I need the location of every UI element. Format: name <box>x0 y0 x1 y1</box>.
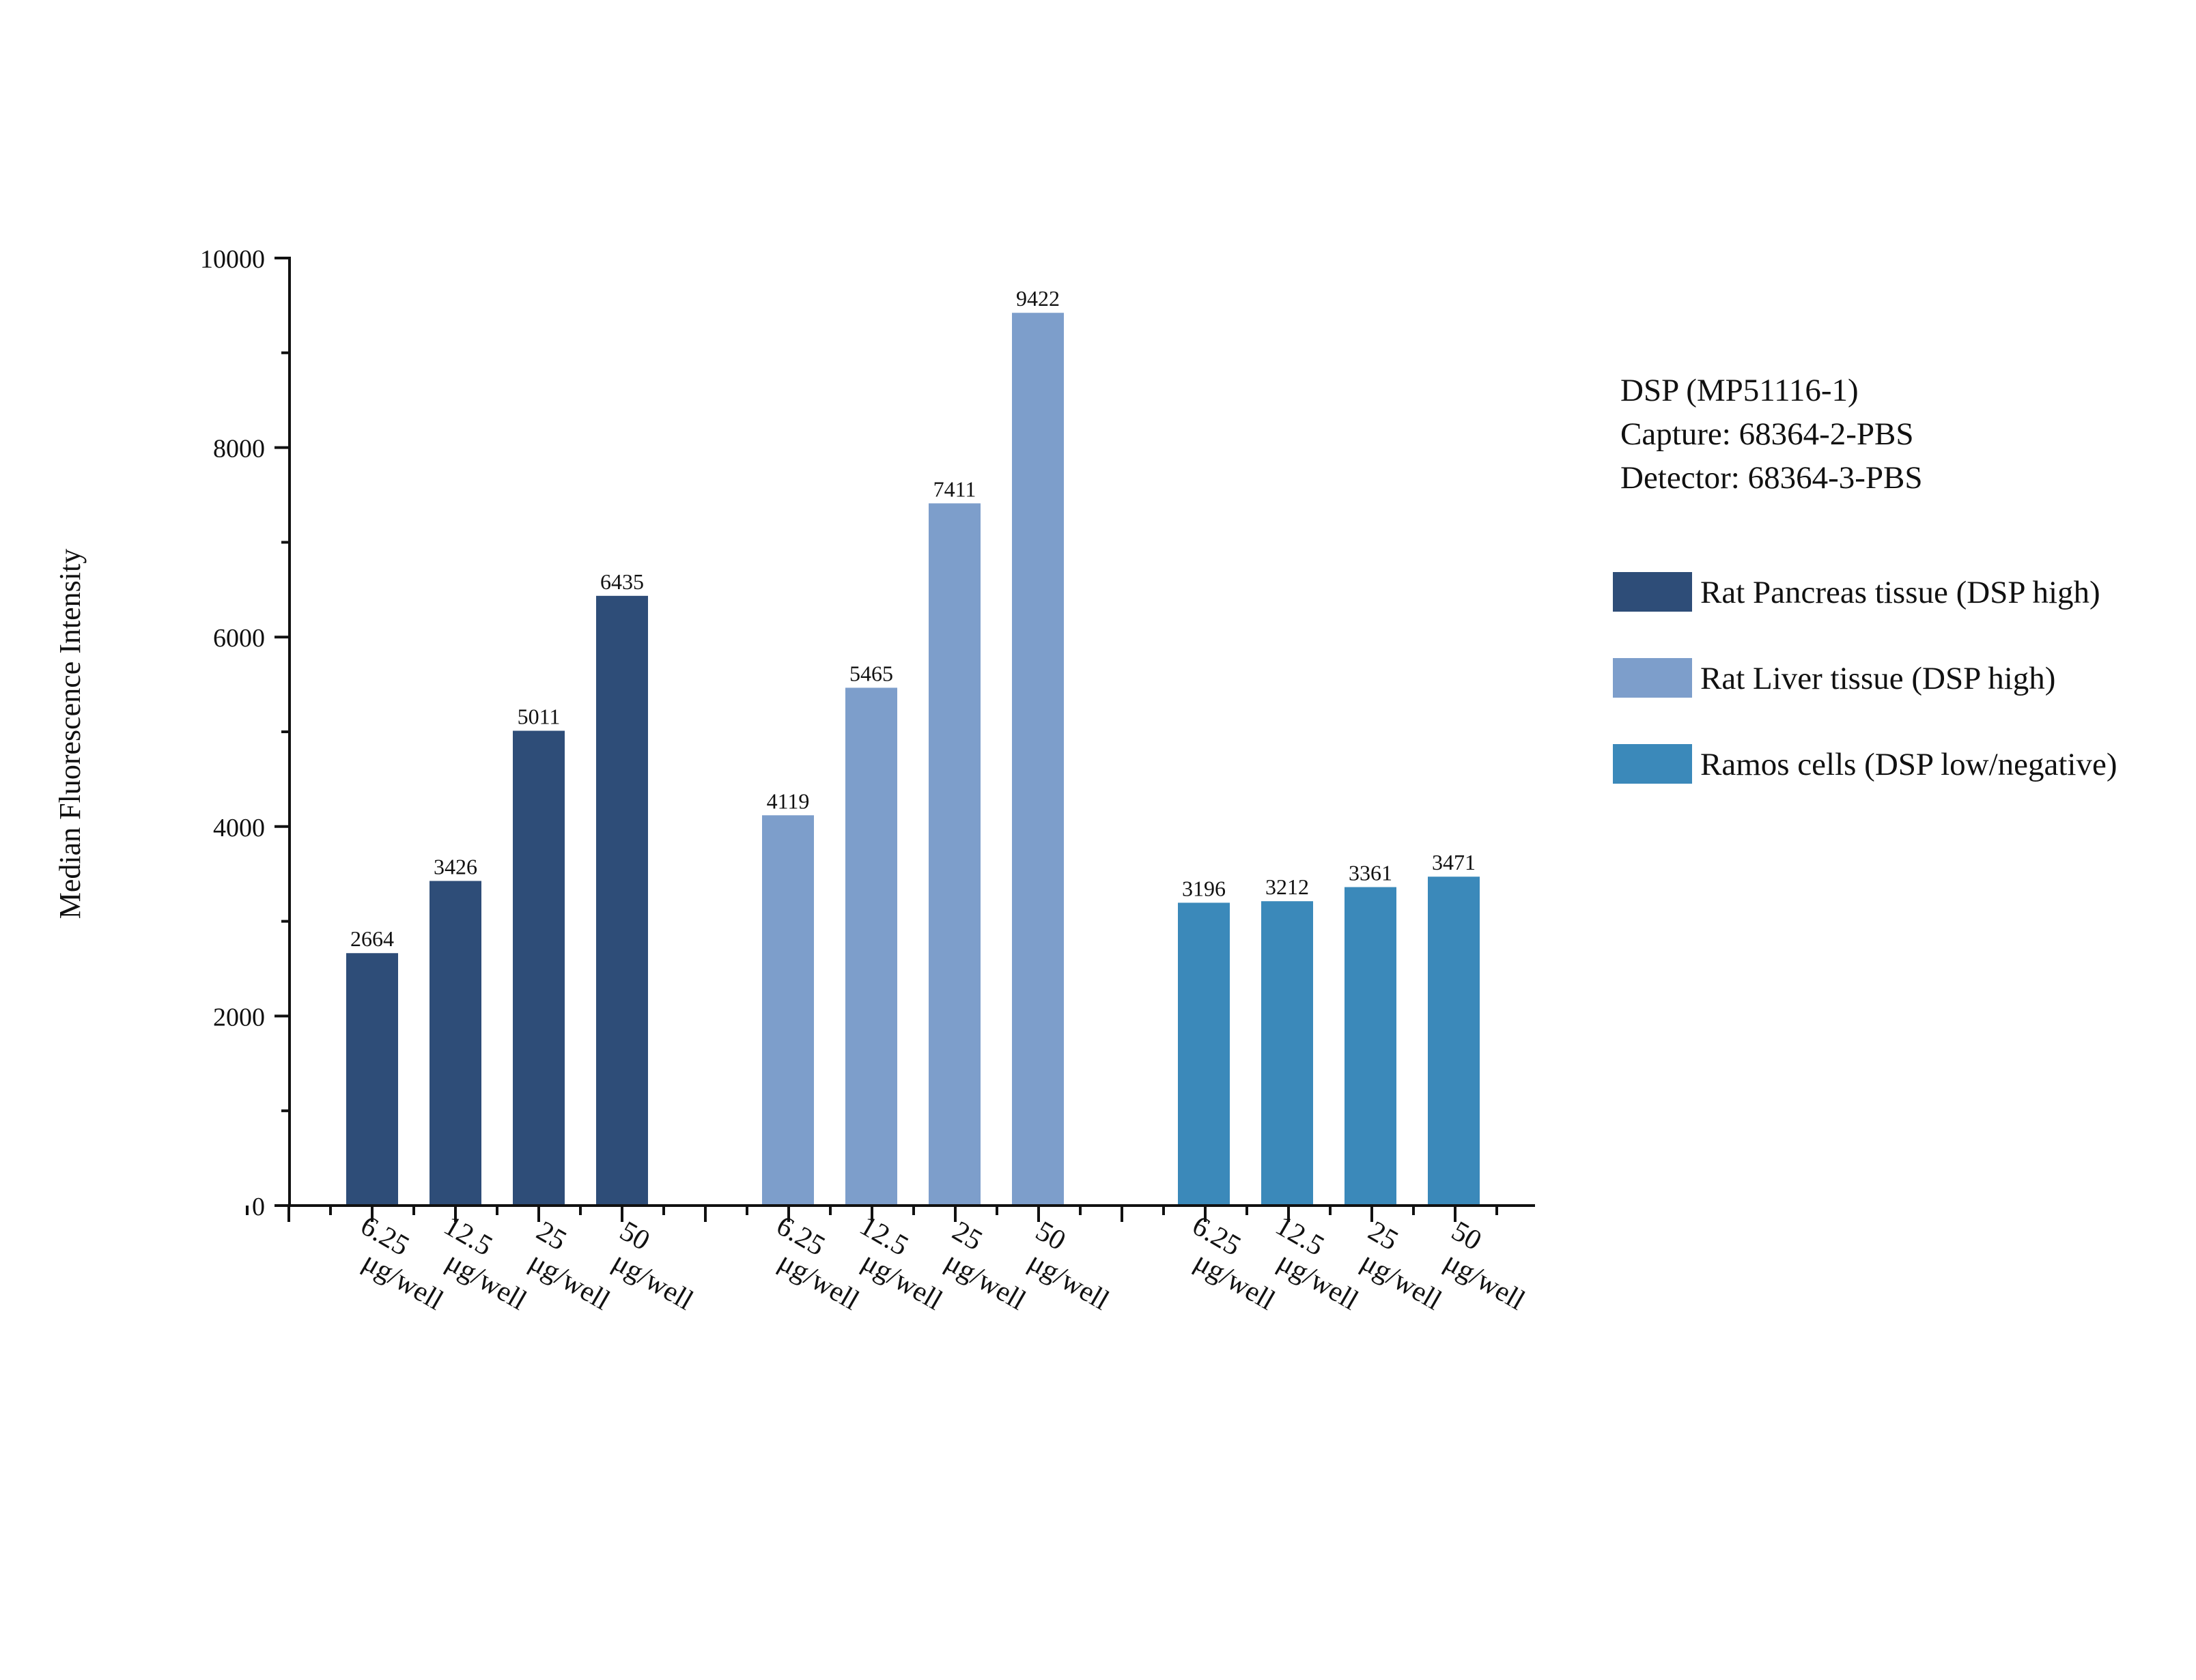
chart-annotation: DSP (MP51116-1) Capture: 68364-2-PBS Det… <box>1620 369 1923 500</box>
legend-label: Rat Liver tissue (DSP high) <box>1700 661 2056 696</box>
data-label: 3196 <box>1182 876 1226 900</box>
x-tick-label: 12.5μg/well <box>423 1210 547 1316</box>
series-1: 41196.25μg/well546512.5μg/well741125μg/w… <box>762 286 1129 1317</box>
x-tick-label-line: μg/well <box>856 1246 947 1317</box>
data-label: 3361 <box>1349 860 1392 885</box>
bar <box>1345 887 1396 1206</box>
y-tick-label: 0 <box>252 1193 265 1221</box>
bar <box>845 687 897 1206</box>
bar <box>596 595 648 1206</box>
x-tick-label-line: μg/well <box>524 1246 615 1317</box>
data-label: 2664 <box>350 926 394 951</box>
x-tick-label: 12.5μg/well <box>1255 1210 1379 1316</box>
legend-swatch <box>1613 572 1692 612</box>
legend-label: Ramos cells (DSP low/negative) <box>1700 747 2117 782</box>
x-tick-label-line: μg/well <box>357 1246 448 1317</box>
legend-swatch <box>1613 658 1692 698</box>
bar <box>1178 902 1230 1206</box>
data-label: 3471 <box>1432 850 1476 874</box>
x-tick-label-line: μg/well <box>1355 1246 1446 1317</box>
bar <box>1428 877 1480 1206</box>
y-tick-label: 8000 <box>213 435 265 464</box>
legend-swatch <box>1613 744 1692 784</box>
annotation-line: Detector: 68364-3-PBS <box>1620 460 1923 496</box>
axes: 0 2000 4000 6000 8000 10000 <box>200 245 1535 1222</box>
y-axis-title: Median Fluorescence Intensity <box>53 549 87 920</box>
bars: 26646.25μg/well342612.5μg/well501125μg/w… <box>346 286 1545 1317</box>
x-tick-label-line: μg/well <box>1023 1246 1114 1317</box>
x-tick-label-line: μg/well <box>607 1246 698 1317</box>
x-tick-label-line: μg/well <box>1439 1246 1530 1317</box>
x-tick-label-line: μg/well <box>440 1246 531 1317</box>
data-label: 4119 <box>767 788 810 813</box>
series-2: 31966.25μg/well321212.5μg/well336125μg/w… <box>1178 850 1545 1317</box>
data-label: 5465 <box>849 661 893 685</box>
legend-label: Rat Pancreas tissue (DSP high) <box>1700 575 2100 610</box>
annotation-line: DSP (MP51116-1) <box>1620 373 1859 408</box>
x-tick-label-line: μg/well <box>1272 1246 1363 1317</box>
data-label: 3212 <box>1265 874 1309 899</box>
y-tick-label: 2000 <box>213 1003 265 1031</box>
bar <box>346 953 398 1206</box>
x-tick-label-line: μg/well <box>1189 1246 1280 1317</box>
data-label: 9422 <box>1016 286 1060 311</box>
x-tick-label: 50μg/well <box>1431 1215 1545 1316</box>
y-tick-label: 10000 <box>200 245 265 274</box>
x-tick-label-line: μg/well <box>940 1246 1030 1317</box>
y-tick-label: 6000 <box>213 624 265 653</box>
x-tick-label: 50μg/well <box>1015 1215 1129 1316</box>
bar <box>430 881 481 1206</box>
bar <box>513 730 565 1206</box>
bar <box>1012 313 1064 1206</box>
data-label: 3426 <box>434 854 477 879</box>
data-label: 7411 <box>933 476 976 501</box>
bar <box>1261 901 1313 1206</box>
x-tick-label: 12.5μg/well <box>839 1210 963 1316</box>
y-axis-title-group: Median Fluorescence Intensity <box>53 549 87 920</box>
annotation-line: Capture: 68364-2-PBS <box>1620 416 1914 452</box>
x-tick-label-line: μg/well <box>773 1246 864 1317</box>
data-label: 5011 <box>518 704 561 728</box>
bar <box>762 815 814 1206</box>
x-tick-label: 50μg/well <box>600 1215 714 1316</box>
bar <box>929 503 981 1206</box>
y-tick-label: 4000 <box>213 814 265 842</box>
data-label: 6435 <box>600 569 644 594</box>
